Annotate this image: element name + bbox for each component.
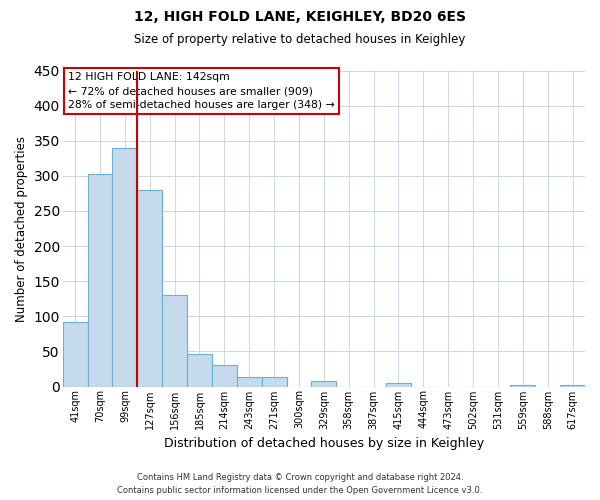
Bar: [311, 381, 336, 386]
Bar: [88, 174, 112, 386]
Bar: [262, 376, 287, 386]
Text: Contains HM Land Registry data © Crown copyright and database right 2024.
Contai: Contains HM Land Registry data © Crown c…: [118, 474, 482, 495]
Bar: [187, 354, 212, 386]
Bar: [560, 385, 585, 386]
Bar: [112, 148, 137, 386]
Bar: [212, 366, 237, 386]
Bar: [386, 383, 411, 386]
Bar: [137, 190, 162, 386]
Bar: [162, 294, 187, 386]
Text: 12 HIGH FOLD LANE: 142sqm
← 72% of detached houses are smaller (909)
28% of semi: 12 HIGH FOLD LANE: 142sqm ← 72% of detac…: [68, 72, 335, 110]
Bar: [237, 378, 262, 386]
Bar: [63, 322, 88, 386]
Text: Size of property relative to detached houses in Keighley: Size of property relative to detached ho…: [134, 32, 466, 46]
Text: 12, HIGH FOLD LANE, KEIGHLEY, BD20 6ES: 12, HIGH FOLD LANE, KEIGHLEY, BD20 6ES: [134, 10, 466, 24]
Y-axis label: Number of detached properties: Number of detached properties: [15, 136, 28, 322]
X-axis label: Distribution of detached houses by size in Keighley: Distribution of detached houses by size …: [164, 437, 484, 450]
Bar: [511, 385, 535, 386]
